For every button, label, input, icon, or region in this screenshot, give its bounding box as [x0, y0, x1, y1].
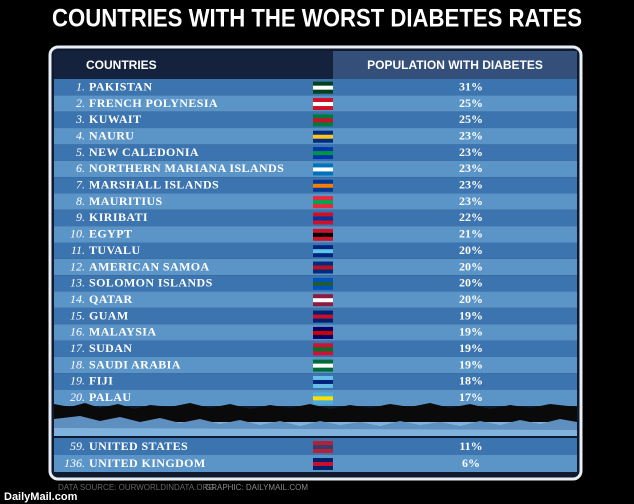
flag-detail [313, 216, 333, 221]
header-cell [333, 51, 577, 79]
value: 23% [459, 145, 483, 159]
flag-detail [313, 396, 333, 401]
country: TUVALU [89, 243, 141, 257]
country: EGYPT [89, 227, 132, 241]
value: 19% [459, 325, 483, 339]
value: 25% [459, 112, 483, 126]
value: 17% [459, 390, 483, 404]
flag-detail [313, 167, 333, 172]
flag-detail [313, 183, 333, 188]
country: SOLOMON ISLANDS [89, 276, 213, 290]
value: 19% [459, 308, 483, 322]
country: FRENCH POLYNESIA [89, 96, 218, 110]
country: NORTHERN MARIANA ISLANDS [89, 161, 284, 175]
header-label: POPULATION WITH DIABETES [367, 58, 543, 72]
country: UNITED STATES [89, 439, 188, 453]
torn-edge [54, 403, 577, 426]
value: 20% [459, 292, 483, 306]
rank: 17. [70, 341, 85, 355]
country: PAKISTAN [89, 79, 152, 93]
country: MARSHALL ISLANDS [89, 178, 219, 192]
flag-detail [313, 249, 333, 254]
rank: 6. [76, 161, 85, 175]
rows: 1. PAKISTAN 31% 2. FRENCH POLYNESIA 25% 3. KUWA… [54, 79, 577, 472]
flag-detail [313, 102, 333, 107]
rank: 16. [70, 325, 85, 339]
value: 31% [459, 79, 483, 93]
rank: 12. [70, 259, 85, 273]
country: SAUDI ARABIA [89, 357, 181, 371]
rank: 3. [75, 112, 85, 126]
flag-detail [313, 232, 333, 237]
value: 20% [459, 243, 483, 257]
flag-detail [313, 265, 333, 270]
value: 20% [459, 259, 483, 273]
value: 23% [459, 128, 483, 142]
value: 22% [459, 210, 483, 224]
value: 6% [462, 456, 480, 470]
country: NEW CALEDONIA [89, 145, 199, 159]
value: 19% [459, 341, 483, 355]
rank: 15. [70, 308, 85, 322]
country: AMERICAN SAMOA [89, 259, 210, 273]
value: 23% [459, 161, 483, 175]
flag-detail [313, 379, 333, 384]
rank: 20. [70, 390, 85, 404]
flag-detail [313, 151, 333, 156]
country: SUDAN [89, 341, 132, 355]
country: FIJI [89, 374, 113, 388]
flag-detail [313, 298, 333, 303]
country: MAURITIUS [89, 194, 163, 208]
flag-detail [313, 363, 333, 368]
value: 19% [459, 357, 483, 371]
flag-detail [313, 118, 333, 123]
title: COUNTRIES WITH THE WORST DIABETES RATES [52, 5, 582, 33]
rank: 19. [70, 374, 85, 388]
rank: 8. [76, 194, 85, 208]
graphic-note: GRAPHIC: DAILYMAIL.COM [205, 483, 308, 492]
rank: 9. [76, 210, 85, 224]
value: 25% [459, 96, 483, 110]
rank: 13. [70, 276, 85, 290]
rank: 59. [70, 439, 85, 453]
torn-paper [54, 416, 577, 430]
value: 18% [459, 374, 483, 388]
rank: 11. [71, 243, 85, 257]
value: 20% [459, 276, 483, 290]
flag-detail [313, 200, 333, 205]
country: KUWAIT [89, 112, 141, 126]
rank: 18. [70, 357, 85, 371]
source-note: DATA SOURCE: OURWORLDINDATA.ORG [58, 483, 215, 492]
value: 11% [459, 439, 482, 453]
country: QATAR [89, 292, 133, 306]
country: NAURU [89, 128, 134, 142]
flag-detail [313, 314, 333, 319]
flag-detail [313, 445, 333, 449]
country: KIRIBATI [89, 210, 148, 224]
value: 23% [459, 178, 483, 192]
logo: DailyMail.com [4, 491, 78, 503]
flag-detail [313, 85, 333, 90]
flag-detail [313, 134, 333, 139]
rank: 7. [76, 178, 85, 192]
rank: 10. [70, 227, 85, 241]
flag-detail [313, 462, 333, 466]
country: MALAYSIA [89, 325, 156, 339]
value: 21% [459, 227, 483, 241]
rank: 2. [76, 96, 85, 110]
country: UNITED KINGDOM [89, 456, 206, 470]
country: GUAM [89, 308, 129, 322]
flag-detail [313, 347, 333, 352]
flag-detail [313, 330, 333, 335]
value: 23% [459, 194, 483, 208]
flag-detail [313, 281, 333, 286]
rank: 14. [70, 292, 85, 306]
rank: 136. [64, 456, 85, 470]
rank: 5. [76, 145, 85, 159]
country: PALAU [89, 390, 131, 404]
rank: 4. [76, 128, 85, 142]
header-label: COUNTRIES [86, 58, 157, 72]
rank: 1. [76, 79, 85, 93]
